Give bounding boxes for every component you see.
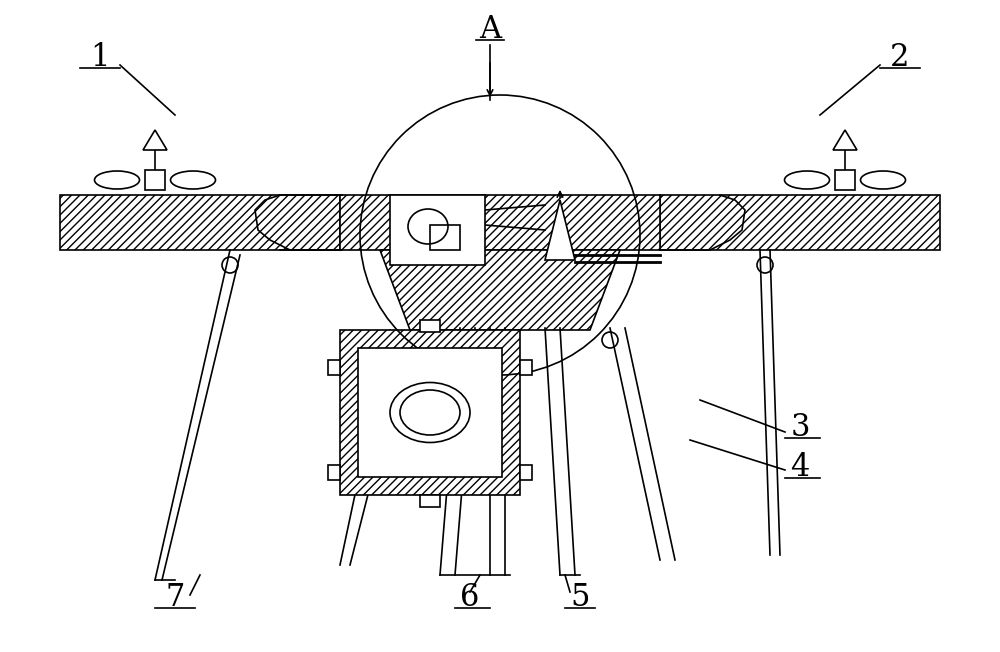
Bar bbox=[420, 320, 440, 332]
Polygon shape bbox=[545, 200, 575, 260]
Bar bbox=[520, 360, 532, 375]
Bar bbox=[660, 195, 940, 250]
Text: 2: 2 bbox=[890, 42, 910, 74]
Bar bbox=[430, 225, 460, 250]
Text: A: A bbox=[479, 14, 501, 46]
Text: 1: 1 bbox=[90, 42, 110, 74]
Text: 6: 6 bbox=[460, 582, 480, 614]
Bar bbox=[340, 195, 660, 250]
Text: 7: 7 bbox=[165, 582, 185, 614]
Polygon shape bbox=[143, 130, 167, 150]
Text: 3: 3 bbox=[790, 413, 810, 443]
Bar bbox=[390, 195, 485, 265]
Text: 4: 4 bbox=[790, 452, 810, 484]
Polygon shape bbox=[833, 130, 857, 150]
Bar bbox=[145, 170, 165, 190]
Bar bbox=[835, 170, 855, 190]
Polygon shape bbox=[380, 250, 620, 330]
Text: 5: 5 bbox=[570, 582, 590, 614]
Bar bbox=[358, 348, 502, 477]
Bar bbox=[60, 195, 340, 250]
Bar bbox=[328, 465, 340, 480]
Bar bbox=[328, 360, 340, 375]
Bar bbox=[420, 495, 440, 507]
Bar bbox=[520, 465, 532, 480]
Bar bbox=[340, 330, 520, 495]
